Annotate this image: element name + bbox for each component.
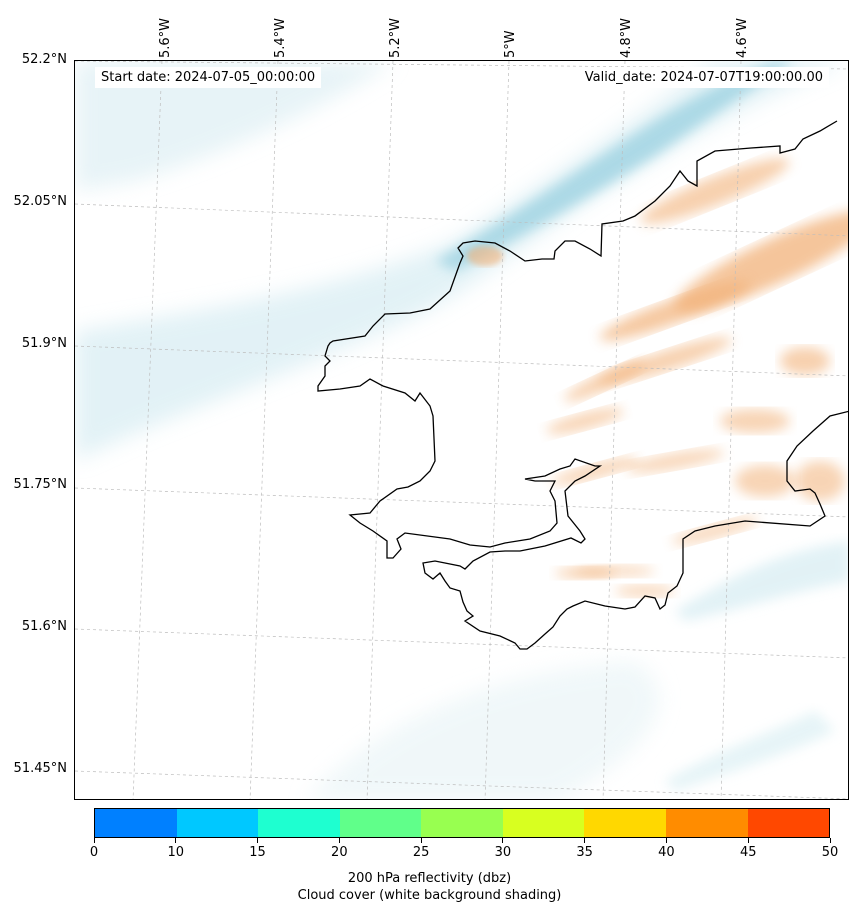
lon-label-5-2w: 5.2°W [388,17,403,58]
colorbar-label: 200 hPa reflectivity (dbz) [347,871,512,886]
colorbar-sublabel: Cloud cover (white background shading) [297,888,562,903]
colorbar-tick-label: 45 [739,845,757,860]
colorbar-tick [747,838,749,843]
colorbar-tick [502,838,504,843]
colorbar-segment-6 [584,809,666,837]
valid-date-label: Valid_date: 2024-07-07T19:00:00.00 [578,67,829,88]
colorbar-segment-4 [421,809,503,837]
colorbar-tick [175,838,177,843]
colorbar-segment-8 [747,809,830,837]
lat-label-51-6n: 51.6°N [21,619,67,634]
colorbar-tick-label: 0 [89,845,99,860]
map-canvas [75,61,848,799]
colorbar-segment-0 [95,809,177,837]
colorbar [94,808,830,838]
colorbar-tick-label: 10 [167,845,185,860]
colorbar-tick-label: 40 [658,845,675,860]
lon-label-5-6w: 5.6°W [158,17,173,58]
colorbar-tick-label: 20 [331,845,348,860]
coastline-icon [317,120,848,650]
colorbar-segment-5 [502,809,585,837]
colorbar-tick-label: 15 [249,845,266,860]
lat-label-52-05n: 52.05°N [13,194,67,209]
colorbar-tick-label: 35 [576,845,593,860]
lat-label-52-2n: 52.2°N [21,52,67,67]
reflectivity-shading-icon [467,158,848,597]
colorbar-tick-label: 30 [494,845,512,860]
colorbar-tick [338,838,340,843]
lat-label-51-45n: 51.45°N [13,761,67,776]
lon-label-5-4w: 5.4°W [273,17,288,58]
colorbar-segment-2 [258,809,340,837]
colorbar-segment-1 [176,809,259,837]
colorbar-tick [93,838,95,843]
colorbar-tick [829,838,831,843]
colorbar-segment-3 [339,809,422,837]
lon-label-4-8w: 4.8°W [619,17,634,58]
colorbar-tick-label: 50 [821,845,839,860]
colorbar-tick-label: 25 [412,845,430,860]
colorbar-tick [257,838,259,843]
map-panel[interactable] [74,60,849,800]
start-date-label: Start date: 2024-07-05_00:00:00 [95,67,322,88]
lat-label-51-9n: 51.9°N [21,336,67,351]
lon-label-4-6w: 4.6°W [735,17,750,58]
colorbar-tick [584,838,586,843]
lat-label-51-75n: 51.75°N [13,477,67,492]
lon-label-5w: 5°W [503,30,518,58]
colorbar-tick [420,838,422,843]
colorbar-segment-7 [665,809,748,837]
colorbar-tick [665,838,667,843]
